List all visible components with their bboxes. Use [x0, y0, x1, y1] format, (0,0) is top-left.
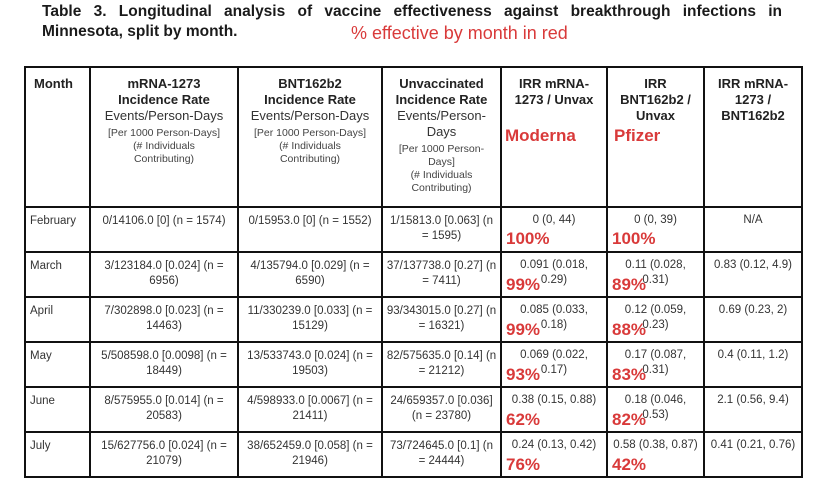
cell-bnt-rate: 0/15953.0 [0] (n = 1552) [237, 206, 383, 253]
table-row: March 3/123184.0 [0.024] (n = 6956) 4/1357… [24, 251, 803, 298]
cell-bnt-rate: 38/652459.0 [0.058] (n = 21946) [237, 431, 383, 478]
header-unvax-rate: Unvaccinated Incidence Rate Events/Perso… [381, 66, 502, 208]
irr-value: 0.17 (0.087, 0.31) [624, 349, 687, 376]
table-row: July 15/627756.0 [0.024] (n = 21079) 38/65… [24, 431, 803, 478]
effectiveness-percent: 100% [506, 229, 550, 248]
cell-unvax-rate: 1/15813.0 [0.063] (n = 1595) [381, 206, 502, 253]
header-mrna-rate: mRNA-1273 Incidence Rate Events/Person-D… [89, 66, 239, 208]
cell-irr-bnt: 0.11 (0.028, 0.31) 89% [606, 251, 705, 298]
cell-bnt-rate: 11/330239.0 [0.033] (n = 15129) [237, 296, 383, 343]
effectiveness-percent: 93% [506, 365, 541, 384]
header-irr-mrna-bnt: IRR mRNA-1273 / BNT162b2 [703, 66, 803, 208]
cell-irr-ratio: 0.83 (0.12, 4.9) [703, 251, 803, 298]
pfizer-annotation: Pfizer [614, 126, 661, 145]
cell-mrna-rate: 7/302898.0 [0.023] (n = 14463) [89, 296, 239, 343]
effectiveness-percent: 99% [506, 275, 541, 294]
cell-irr-bnt: 0 (0, 39) 100% [606, 206, 705, 253]
irr-value: 0.38 (0.15, 0.88) [511, 394, 597, 406]
effectiveness-percent: 88% [612, 320, 647, 339]
header-bnt-rate: BNT162b2 Incidence Rate Events/Person-Da… [237, 66, 383, 208]
cell-mrna-rate: 15/627756.0 [0.024] (n = 21079) [89, 431, 239, 478]
irr-value: 0.12 (0.059, 0.23) [624, 304, 687, 331]
cell-unvax-rate: 82/575635.0 [0.14] (n = 21212) [381, 341, 502, 388]
cell-irr-ratio: N/A [703, 206, 803, 253]
effectiveness-table: Month mRNA-1273 Incidence Rate Events/Pe… [24, 66, 803, 478]
cell-irr-ratio: 2.1 (0.56, 9.4) [703, 386, 803, 433]
cell-month: February [24, 206, 91, 253]
cell-unvax-rate: 73/724645.0 [0.1] (n = 24444) [381, 431, 502, 478]
cell-irr-bnt: 0.58 (0.38, 0.87) 42% [606, 431, 705, 478]
irr-value: 0.24 (0.13, 0.42) [511, 439, 597, 451]
cell-irr-ratio: 0.41 (0.21, 0.76) [703, 431, 803, 478]
irr-value: 0.18 (0.046, 0.53) [624, 394, 687, 421]
cell-irr-mrna: 0.085 (0.033, 0.18) 99% [500, 296, 608, 343]
cell-bnt-rate: 4/598933.0 [0.0067] (n = 21411) [237, 386, 383, 433]
cell-month: July [24, 431, 91, 478]
cell-mrna-rate: 0/14106.0 [0] (n = 1574) [89, 206, 239, 253]
cell-irr-ratio: 0.4 (0.11, 1.2) [703, 341, 803, 388]
moderna-annotation: Moderna [505, 126, 576, 145]
cell-bnt-rate: 4/135794.0 [0.029] (n = 6590) [237, 251, 383, 298]
cell-unvax-rate: 24/659357.0 [0.036] (n = 23780) [381, 386, 502, 433]
effectiveness-percent: 100% [612, 229, 656, 248]
effectiveness-percent: 82% [612, 410, 647, 429]
cell-mrna-rate: 8/575955.0 [0.014] (n = 20583) [89, 386, 239, 433]
effectiveness-percent: 89% [612, 275, 647, 294]
cell-irr-bnt: 0.18 (0.046, 0.53) 82% [606, 386, 705, 433]
header-month: Month [24, 66, 91, 208]
cell-irr-bnt: 0.17 (0.087, 0.31) 83% [606, 341, 705, 388]
header-irr-mrna-unvax: IRR mRNA-1273 / Unvax Moderna [500, 66, 608, 208]
irr-value: 0 (0, 44) [532, 214, 576, 226]
cell-unvax-rate: 37/137738.0 [0.27] (n = 7411) [381, 251, 502, 298]
table-row: February 0/14106.0 [0] (n = 1574) 0/15953.… [24, 206, 803, 253]
table-row: April 7/302898.0 [0.023] (n = 14463) 11/33… [24, 296, 803, 343]
effectiveness-percent: 99% [506, 320, 541, 339]
header-row: Month mRNA-1273 Incidence Rate Events/Pe… [24, 66, 803, 208]
cell-month: May [24, 341, 91, 388]
cell-irr-bnt: 0.12 (0.059, 0.23) 88% [606, 296, 705, 343]
cell-irr-ratio: 0.69 (0.23, 2) [703, 296, 803, 343]
cell-unvax-rate: 93/343015.0 [0.27] (n = 16321) [381, 296, 502, 343]
table-row: June 8/575955.0 [0.014] (n = 20583) 4/5989… [24, 386, 803, 433]
cell-irr-mrna: 0.069 (0.022, 0.17) 93% [500, 341, 608, 388]
effectiveness-percent: 83% [612, 365, 647, 384]
irr-value: 0.091 (0.018, 0.29) [520, 259, 588, 286]
cell-irr-mrna: 0.091 (0.018, 0.29) 99% [500, 251, 608, 298]
table-row: May 5/508598.0 [0.0098] (n = 18449) 13/533… [24, 341, 803, 388]
header-irr-bnt-unvax: IRR BNT162b2 / Unvax Pfizer [606, 66, 705, 208]
cell-irr-mrna: 0.38 (0.15, 0.88) 62% [500, 386, 608, 433]
cell-month: June [24, 386, 91, 433]
irr-value: 0 (0, 39) [634, 214, 677, 226]
effectiveness-percent: 42% [612, 455, 647, 474]
irr-value: 0.069 (0.022, 0.17) [520, 349, 588, 376]
red-annotation: % effective by month in red [351, 23, 568, 43]
cell-mrna-rate: 3/123184.0 [0.024] (n = 6956) [89, 251, 239, 298]
effectiveness-percent: 62% [506, 410, 541, 429]
cell-irr-mrna: 0 (0, 44) 100% [500, 206, 608, 253]
cell-month: April [24, 296, 91, 343]
cell-bnt-rate: 13/533743.0 [0.024] (n = 19503) [237, 341, 383, 388]
irr-value: 0.58 (0.38, 0.87) [613, 439, 698, 451]
cell-mrna-rate: 5/508598.0 [0.0098] (n = 18449) [89, 341, 239, 388]
table-caption-line1: Table 3. Longitudinal analysis of vaccin… [42, 3, 782, 20]
table-caption-line2: Minnesota, split by month. [42, 23, 238, 40]
irr-value: 0.085 (0.033, 0.18) [520, 304, 588, 331]
cell-irr-mrna: 0.24 (0.13, 0.42) 76% [500, 431, 608, 478]
cell-month: March [24, 251, 91, 298]
irr-value: 0.11 (0.028, 0.31) [625, 259, 686, 286]
effectiveness-percent: 76% [506, 455, 541, 474]
